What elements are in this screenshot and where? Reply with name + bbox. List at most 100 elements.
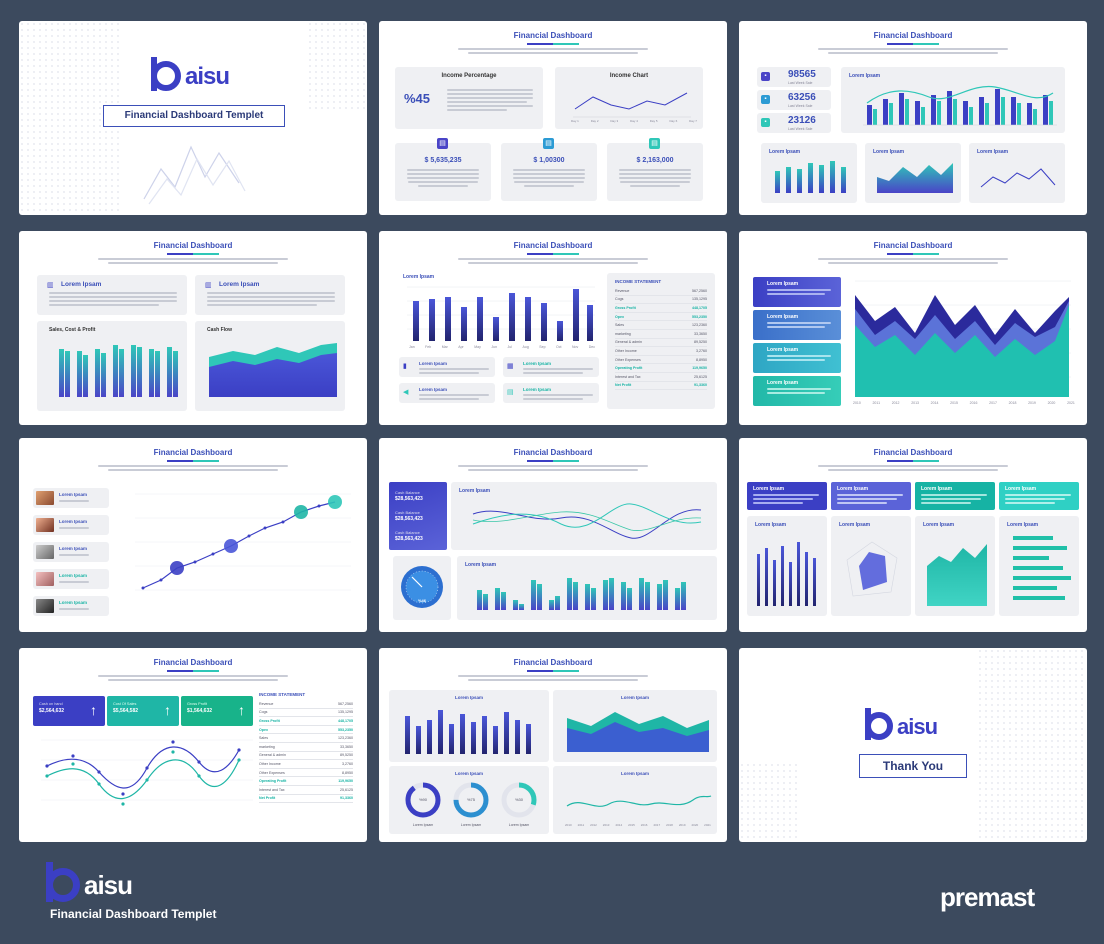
slide-cover[interactable]: aisu Financial Dashboard Templet	[19, 21, 367, 215]
item-text	[59, 500, 89, 502]
year-bars	[405, 710, 531, 754]
panel-title: Lorem Ipsam	[977, 149, 1009, 155]
slide-donuts[interactable]: Financial Dashboard Lorem Ipsam Lorem Ip…	[379, 648, 727, 842]
table-row: Other Expenses 8,8950	[259, 769, 353, 778]
item-title: Lorem Ipsam	[59, 546, 88, 551]
bar-panel: Lorem Ipsam	[389, 690, 549, 762]
row-value: 3,2760	[342, 761, 353, 766]
sales-chart-panel: Sales, Cost & Profit	[37, 321, 187, 411]
table-row: Gross Profit 448,1705	[615, 304, 707, 313]
card-text	[767, 388, 831, 394]
slide-title: Financial Dashboard	[513, 241, 593, 250]
item-title: Lorem Ipsam	[59, 519, 88, 524]
megaphone-icon: ◀	[403, 389, 409, 396]
row-label: General & admin	[615, 340, 642, 345]
slide-kpi-bars[interactable]: Financial Dashboard ▪ 98565 Last Week Sa…	[739, 21, 1087, 215]
table-row: Sales 123,2360	[259, 734, 353, 743]
slide-area-years[interactable]: Financial Dashboard Lorem Ipsam Lorem Ip…	[739, 231, 1087, 425]
table-row: Net Profit 91,3360	[615, 382, 707, 391]
wave-line-chart	[472, 503, 702, 539]
title-underline	[167, 670, 219, 672]
card-title: Lorem Ipsam	[921, 486, 953, 492]
tick-label: 2012	[590, 823, 597, 827]
photo-item: Lorem Ipsam	[33, 569, 109, 589]
side-card: Lorem Ipsam	[753, 343, 841, 373]
header-card: Lorem Ipsam	[747, 482, 827, 510]
slide-cash-kpis[interactable]: Financial Dashboard Cash on hand $2,564,6…	[19, 648, 367, 842]
mini-line-panel: Lorem Ipsam	[969, 143, 1065, 203]
slide-growth-line[interactable]: Financial Dashboard Lorem Ipsam Lorem Ip…	[19, 438, 367, 632]
logo-stem	[865, 708, 871, 740]
panel-title: Lorem Ipsam	[454, 771, 483, 776]
row-value: 119,9650	[338, 779, 353, 784]
kpi-value: 63256	[788, 92, 816, 103]
title-underline	[887, 460, 939, 462]
kpi-card: Cash on hand $2,564,632 ↑	[33, 696, 105, 726]
slide-sales-cashflow[interactable]: Financial Dashboard ▥ Lorem Ipsam ▥ Lore…	[19, 231, 367, 425]
card-text	[407, 169, 479, 187]
area-chart	[927, 544, 987, 606]
wave-line-panel: Lorem Ipsam	[451, 482, 717, 550]
slide-thank-you[interactable]: aisu Thank You	[739, 648, 1087, 842]
radar-chart	[846, 541, 898, 597]
tick-label: 2017	[653, 823, 661, 827]
monthly-bar-chart	[407, 286, 595, 341]
row-label: Net Profit	[615, 383, 632, 388]
slide-four-charts[interactable]: Financial Dashboard Lorem Ipsam Lorem Ip…	[739, 438, 1087, 632]
bar-chart-icon: ▮	[403, 363, 407, 370]
dual-area-chart	[567, 712, 709, 752]
tick-label: Mar	[441, 345, 448, 349]
tick-label: 2020	[691, 823, 699, 827]
tick-label: 2016	[640, 823, 648, 827]
chart-title: Sales, Cost & Profit	[49, 327, 96, 333]
slide-income[interactable]: Financial Dashboard Income Percentage %4…	[379, 21, 727, 215]
photo-item: Lorem Ipsam	[33, 596, 109, 616]
donut-1	[405, 782, 441, 818]
gauge-panel: %46	[393, 556, 451, 620]
chart-icon: ▤	[437, 138, 448, 149]
chart-icon: ▥	[205, 282, 212, 289]
tick-label: Day 6	[669, 119, 678, 123]
info-card-2: ▥ Lorem Ipsam	[195, 275, 345, 315]
table-row: marketing 33,3650	[615, 330, 707, 339]
photo-thumbnail	[36, 599, 54, 613]
cover-subtitle: Financial Dashboard Templet	[103, 105, 285, 127]
intro-text	[449, 465, 657, 476]
stacked-area-chart	[855, 280, 1071, 397]
slide-title: Financial Dashboard	[153, 448, 233, 457]
cart-icon: ▪	[761, 72, 770, 81]
bar-line-panel: Lorem Ipsam	[841, 67, 1065, 133]
row-label: Operating Profit	[615, 366, 643, 371]
donut-caption: Lorem Ipsam	[412, 823, 434, 827]
slide-cash-balance[interactable]: Financial Dashboard Cash Balance $28,563…	[379, 438, 727, 632]
row-label: marketing	[259, 744, 275, 749]
tick-label: 2021	[704, 823, 711, 827]
card-text	[753, 494, 819, 504]
balance-value: $28,563,423	[395, 536, 423, 542]
card-title: Lorem Ipsam	[219, 281, 260, 288]
tick-label: Day 1	[571, 119, 579, 123]
tick-label: 2014	[615, 823, 623, 827]
kpi-card: Gross Profit $1,564,632 ↑	[181, 696, 253, 726]
kpi-panel-3: ▪ 23126 Last Week Sale	[757, 113, 831, 133]
panel-title: Lorem Ipsam	[620, 695, 649, 700]
table-row: Other Income 3,2760	[259, 760, 353, 769]
row-label: Opex	[615, 314, 624, 319]
slide-income-statement[interactable]: Financial Dashboard Lorem Ipsam Jan Feb Ma…	[379, 231, 727, 425]
row-label: Interest and Tax	[259, 787, 285, 792]
row-label: Sales	[615, 323, 624, 328]
area-panel: Lorem Ipsam	[553, 690, 717, 762]
photo-item: Lorem Ipsam	[33, 515, 109, 535]
kpi-value: 98565	[788, 69, 816, 80]
row-value: 567,2560	[338, 701, 353, 706]
item-text	[59, 527, 89, 529]
bar-line-chart	[863, 85, 1057, 126]
photo-thumbnail	[36, 491, 54, 505]
item-text	[419, 368, 489, 374]
tick-label: 2018	[1008, 401, 1017, 405]
feature-item: ▮ Lorem Ipsam	[399, 357, 495, 377]
item-title: Lorem Ipsam	[59, 492, 88, 497]
item-title: Lorem Ipsam	[523, 387, 552, 392]
row-label: Gross Profit	[615, 305, 636, 310]
intro-text	[449, 48, 657, 59]
